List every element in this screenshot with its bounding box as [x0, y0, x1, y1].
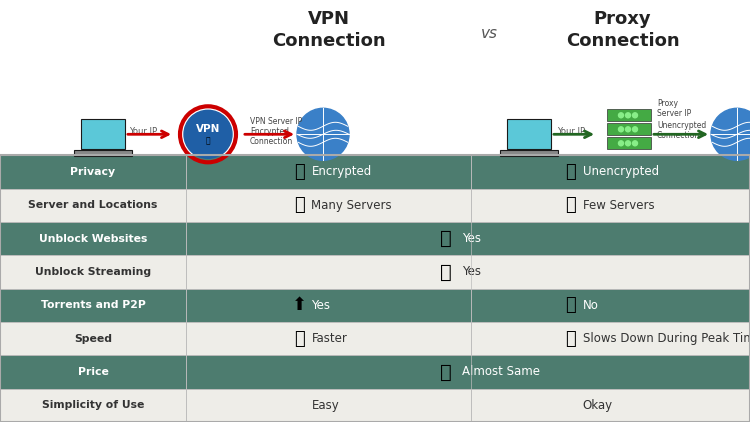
Circle shape	[632, 141, 638, 146]
Bar	[186, 155, 471, 189]
Text: Your IP: Your IP	[557, 127, 585, 136]
Circle shape	[619, 127, 623, 132]
Bar	[186, 322, 471, 355]
Text: Encrypted: Encrypted	[250, 127, 289, 136]
Bar	[186, 222, 750, 255]
Text: Your IP: Your IP	[129, 127, 157, 136]
Bar	[471, 389, 750, 422]
Text: 🔒: 🔒	[294, 163, 304, 181]
Text: 🚫: 🚫	[566, 163, 576, 181]
Text: Slows Down During Peak Time: Slows Down During Peak Time	[583, 332, 750, 345]
Text: VPN
Connection: VPN Connection	[272, 10, 386, 50]
Text: Almost Same: Almost Same	[462, 365, 540, 379]
Text: Unblock Websites: Unblock Websites	[39, 234, 147, 243]
Text: 🔑: 🔑	[206, 137, 210, 146]
Bar	[0, 355, 186, 389]
Text: Price: Price	[77, 367, 109, 377]
Text: Connection: Connection	[250, 137, 293, 146]
Text: Speed: Speed	[74, 334, 112, 344]
Text: Server and Locations: Server and Locations	[28, 200, 158, 210]
Circle shape	[632, 127, 638, 132]
Circle shape	[711, 108, 750, 160]
Text: Easy: Easy	[311, 399, 339, 412]
Text: 📺: 📺	[440, 262, 452, 281]
Text: Encrypted: Encrypted	[311, 165, 372, 179]
Bar	[0, 189, 186, 222]
Text: Few Servers: Few Servers	[583, 199, 654, 212]
Bar	[471, 189, 750, 222]
Circle shape	[619, 113, 623, 118]
Circle shape	[619, 141, 623, 146]
Text: Yes: Yes	[311, 299, 331, 312]
Bar	[0, 322, 186, 355]
Text: 🕐: 🕐	[566, 330, 576, 348]
Bar	[471, 289, 750, 322]
Text: Proxy
Connection: Proxy Connection	[566, 10, 680, 50]
Bar	[186, 289, 471, 322]
Text: 🕐: 🕐	[294, 330, 304, 348]
Text: 🖥: 🖥	[294, 196, 304, 214]
Bar	[471, 322, 750, 355]
Text: Many Servers: Many Servers	[311, 199, 392, 212]
Bar	[607, 137, 651, 149]
Text: 🖥: 🖥	[566, 196, 576, 214]
Text: Proxy: Proxy	[657, 99, 678, 108]
Text: Privacy: Privacy	[70, 167, 116, 177]
Text: vs: vs	[481, 26, 497, 41]
Text: Yes: Yes	[462, 232, 481, 245]
Bar	[0, 255, 186, 289]
Circle shape	[626, 127, 631, 132]
Bar	[186, 389, 471, 422]
Text: Unblock Streaming: Unblock Streaming	[35, 267, 151, 277]
Circle shape	[184, 110, 232, 158]
Text: Yes: Yes	[462, 265, 481, 279]
Text: Unencrypted: Unencrypted	[583, 165, 658, 179]
Bar	[471, 155, 750, 189]
Bar	[186, 255, 750, 289]
Bar	[186, 189, 471, 222]
Bar	[0, 389, 186, 422]
Circle shape	[626, 141, 631, 146]
Text: ⬆: ⬆	[292, 296, 307, 314]
Bar	[607, 123, 651, 135]
Bar	[0, 0, 750, 155]
Text: Unencrypted: Unencrypted	[657, 121, 706, 130]
Text: Simplicity of Use: Simplicity of Use	[42, 400, 144, 410]
Text: 🌐: 🌐	[440, 229, 452, 248]
Circle shape	[626, 113, 631, 118]
Text: Okay: Okay	[583, 399, 613, 412]
Bar	[0, 289, 186, 322]
Bar	[500, 150, 557, 156]
Bar	[507, 119, 551, 149]
Bar	[0, 222, 186, 255]
Text: 💵: 💵	[440, 362, 452, 381]
Bar	[186, 355, 750, 389]
Text: Server IP: Server IP	[657, 109, 692, 118]
Bar	[0, 155, 186, 189]
Text: VPN Server IP: VPN Server IP	[250, 117, 302, 126]
Text: VPN: VPN	[196, 124, 220, 134]
Bar	[607, 109, 651, 121]
Text: Connection: Connection	[657, 131, 700, 140]
Circle shape	[297, 108, 349, 160]
Text: No: No	[583, 299, 598, 312]
Text: Faster: Faster	[311, 332, 347, 345]
Bar	[0, 155, 750, 422]
Bar	[74, 150, 131, 156]
Circle shape	[632, 113, 638, 118]
Text: 🚫: 🚫	[566, 296, 576, 314]
Text: Torrents and P2P: Torrents and P2P	[40, 300, 146, 310]
Bar	[81, 119, 125, 149]
